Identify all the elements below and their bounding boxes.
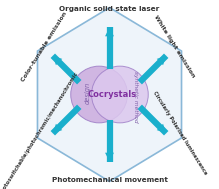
Text: Photomechanical movement: Photomechanical movement <box>51 177 168 183</box>
Polygon shape <box>37 8 182 181</box>
Text: White light emission: White light emission <box>153 14 196 78</box>
Text: Circularly Polarised luminescence: Circularly Polarised luminescence <box>152 91 208 176</box>
Text: Organic solid state laser: Organic solid state laser <box>59 6 160 12</box>
Ellipse shape <box>71 66 127 123</box>
Text: Color-tunable emission: Color-tunable emission <box>21 11 68 82</box>
Text: Cocrystals: Cocrystals <box>88 90 137 99</box>
Text: synthetic method: synthetic method <box>132 70 138 122</box>
Text: Photoswitchable/photochromic/mechanochromic: Photoswitchable/photochromic/mechanochro… <box>0 71 79 189</box>
Text: design: design <box>85 81 91 104</box>
Ellipse shape <box>92 66 148 123</box>
